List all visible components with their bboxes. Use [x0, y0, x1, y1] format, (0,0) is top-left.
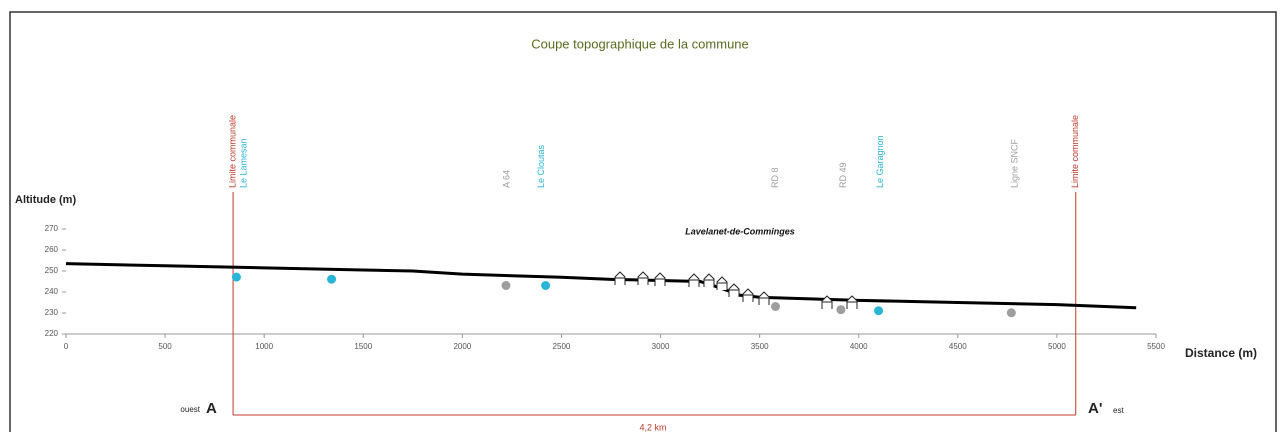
marker-label: Limite communale — [1070, 115, 1080, 188]
marker-label: RD 49 — [838, 162, 848, 188]
point — [541, 281, 551, 290]
point — [770, 302, 780, 311]
y-tick-label: 220 — [45, 329, 59, 338]
y-tick-label: 270 — [45, 224, 59, 233]
x-tick-label: 2500 — [553, 342, 571, 351]
point — [501, 281, 511, 290]
y-axis-label: Altitude (m) — [15, 194, 76, 206]
point — [874, 306, 884, 316]
point — [231, 272, 241, 282]
x-tick-label: 0 — [64, 342, 69, 351]
house-icon — [688, 273, 700, 287]
x-tick-label: 1000 — [255, 342, 273, 351]
x-tick-label: 3000 — [652, 342, 670, 351]
marker-label: Le Garagnon — [875, 135, 885, 188]
start-side: ouest — [180, 405, 200, 414]
x-tick-label: 4500 — [949, 342, 967, 351]
frame — [9, 11, 1277, 432]
section-length: 4,2 km — [639, 422, 666, 432]
point — [327, 274, 337, 284]
y-tick-label: 250 — [45, 266, 59, 275]
x-tick-label: 5500 — [1147, 342, 1165, 351]
house-icon — [637, 271, 649, 285]
marker-label: RD 8 — [770, 167, 780, 188]
chart-title: Coupe topographique de la commune — [531, 36, 749, 51]
marker-label: Ligne SNCF — [1010, 138, 1020, 188]
house-icon — [758, 291, 770, 305]
x-tick-label: 4000 — [850, 342, 868, 351]
marker-label: A 64 — [502, 170, 512, 188]
house-icon — [846, 295, 858, 309]
point — [1006, 308, 1016, 318]
start-point: A — [206, 400, 217, 417]
x-tick-label: 2000 — [453, 342, 471, 351]
marker-label: Le Cloutas — [536, 144, 546, 188]
x-axis-label: Distance (m) — [1185, 346, 1257, 360]
profile-line — [65, 262, 1137, 310]
house-icon — [654, 272, 666, 286]
house-icon — [742, 288, 754, 302]
house-icon — [716, 276, 728, 290]
y-tick-label: 240 — [45, 287, 59, 296]
point — [836, 305, 846, 315]
y-tick-label: 230 — [45, 308, 59, 317]
y-tick-label: 260 — [45, 245, 59, 254]
x-tick-label: 5000 — [1048, 342, 1066, 351]
marker-label: Limite communale — [227, 115, 237, 188]
house-icon — [614, 271, 626, 285]
locality-label: Lavelanet-de-Comminges — [685, 226, 795, 236]
x-tick-label: 1500 — [354, 342, 372, 351]
end-point: A' — [1088, 400, 1102, 417]
house-icon — [703, 273, 715, 287]
x-tick-label: 3500 — [751, 342, 769, 351]
house-icon — [728, 283, 740, 297]
end-side: est — [1113, 406, 1124, 415]
marker-label: Le Lamesan — [239, 138, 249, 188]
x-tick-label: 500 — [158, 342, 172, 351]
house-icon — [821, 295, 833, 309]
